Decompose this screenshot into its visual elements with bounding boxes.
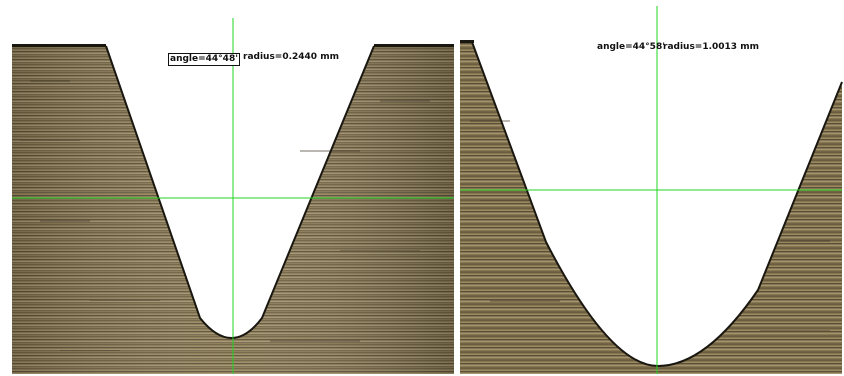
left-radius-label: radius=0.2440 mm bbox=[243, 52, 339, 62]
right-radius-label: radius=1.0013 mm bbox=[663, 42, 759, 52]
right-angle-label: angle=44°58' bbox=[597, 42, 665, 52]
right-groove-edge bbox=[471, 41, 843, 368]
left-groove-image bbox=[12, 18, 454, 374]
left-measurement-panel: angle=44°48' radius=0.2440 mm bbox=[12, 18, 454, 374]
right-metal-surface bbox=[460, 42, 842, 374]
right-groove-image bbox=[460, 6, 843, 374]
left-groove-edge bbox=[105, 45, 375, 339]
left-angle-label: angle=44°48' bbox=[168, 53, 240, 66]
right-measurement-panel: angle=44°58' radius=1.0013 mm bbox=[460, 0, 844, 376]
